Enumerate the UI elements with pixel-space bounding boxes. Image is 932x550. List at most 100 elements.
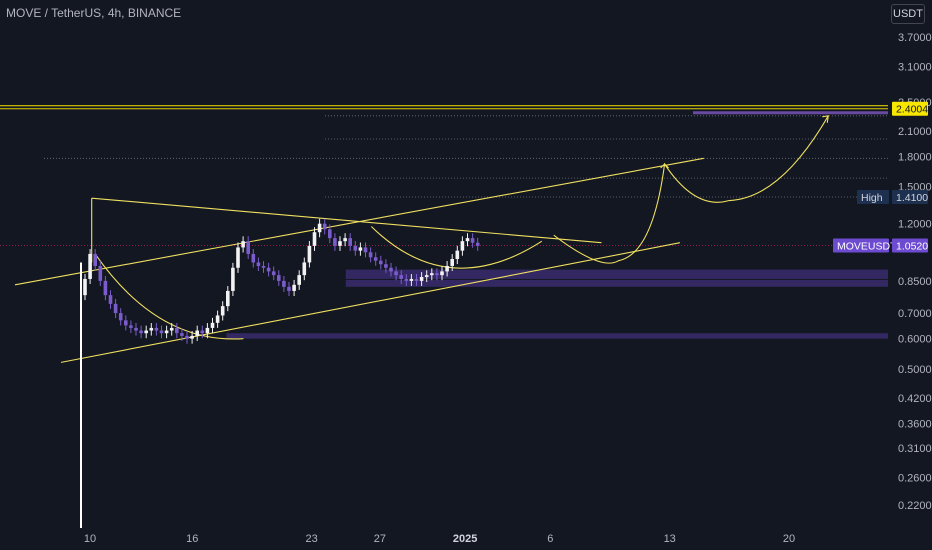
candle-body <box>460 241 465 251</box>
candle-body <box>465 238 470 242</box>
candle-body <box>379 260 383 265</box>
candle-body <box>164 330 169 334</box>
price-axis[interactable]: 3.70003.10002.50002.10001.80001.50001.20… <box>898 32 932 512</box>
candle-body <box>159 330 164 334</box>
price-tag-current: MOVEUSDT 1.0520 <box>833 238 928 253</box>
candle-body <box>93 253 97 266</box>
y-tick-label: 0.8500 <box>898 276 932 288</box>
price-tag-value-bg <box>892 101 928 116</box>
time-axis[interactable]: 10 16 23 27 2025 6 13 20 <box>84 533 795 545</box>
y-tick-label: 0.2200 <box>898 500 932 512</box>
candle-body <box>317 223 322 233</box>
candle-body <box>348 238 352 246</box>
candle-body <box>108 295 113 304</box>
candle-body <box>113 303 118 314</box>
candle-body <box>409 278 414 281</box>
candle-body <box>154 327 159 331</box>
support-zone <box>226 333 888 339</box>
candle-body <box>124 320 128 326</box>
candle-body <box>389 267 393 272</box>
price-tag-label: MOVEUSDT <box>837 241 897 253</box>
candle-body <box>118 313 123 321</box>
x-tick-label: 2025 <box>453 533 477 545</box>
candle-body <box>435 273 439 276</box>
candle-body <box>312 232 317 246</box>
candle-body <box>195 330 199 336</box>
x-tick-label: 27 <box>374 533 386 545</box>
candle-body <box>450 258 454 266</box>
currency-button[interactable]: USDT <box>891 4 925 24</box>
projection-arrowhead <box>822 115 829 123</box>
candle-body <box>353 245 358 251</box>
candle-body <box>384 264 388 268</box>
candle-body <box>292 284 296 291</box>
candle-body <box>333 238 337 246</box>
candle-body <box>185 335 189 339</box>
candle-body <box>271 271 276 276</box>
candle-body <box>455 250 460 259</box>
x-tick-label: 16 <box>186 533 198 545</box>
candle-body <box>144 330 148 334</box>
target-zone <box>693 111 888 115</box>
candle-body <box>205 327 210 334</box>
candle-body <box>445 265 449 272</box>
price-tag-high: High 1.4100 <box>857 189 928 204</box>
y-tick-label: 0.4200 <box>898 393 932 405</box>
candle-body <box>103 280 108 296</box>
x-tick-label: 10 <box>84 533 96 545</box>
y-tick-label: 1.2000 <box>898 219 932 231</box>
wedge-lower-line <box>60 242 681 363</box>
y-tick-label: 3.7000 <box>898 32 932 44</box>
grid-layer <box>0 105 888 339</box>
price-tag-value: 2.4004 <box>896 104 928 116</box>
candle-body <box>200 330 205 334</box>
y-tick-label: 0.6000 <box>898 334 932 346</box>
drawing-layer <box>14 115 829 363</box>
candle-layer <box>80 218 480 528</box>
wedge-upper-line <box>91 197 602 244</box>
candle-body <box>368 252 373 258</box>
candle-body <box>404 278 409 281</box>
candle-body <box>419 277 424 281</box>
y-tick-label: 1.8000 <box>898 151 932 163</box>
price-tag-value-bg <box>892 189 928 204</box>
y-tick-label: 0.5000 <box>898 364 932 376</box>
candle-body <box>328 229 332 239</box>
cup-curve <box>370 226 543 269</box>
candle-body <box>261 265 266 268</box>
candle-body <box>373 257 378 261</box>
y-tick-label: 0.7000 <box>898 308 932 320</box>
candle-body <box>394 271 398 276</box>
candle-body <box>246 241 250 254</box>
candle-body <box>363 247 368 253</box>
cup-curve <box>94 253 244 340</box>
candle-body <box>190 335 194 339</box>
y-tick-label: 0.2600 <box>898 472 932 484</box>
y-tick-label: 2.1000 <box>898 126 932 138</box>
candle-body <box>277 275 281 281</box>
candle-body <box>88 253 92 279</box>
candle-body <box>440 271 444 276</box>
candle-body <box>149 327 154 331</box>
candle-body <box>358 247 363 251</box>
support-zone <box>345 269 888 279</box>
candle-body <box>322 223 327 230</box>
candle-body <box>169 327 174 331</box>
candle-body <box>129 325 133 328</box>
projection-path <box>553 115 829 264</box>
price-tag-value: 1.0520 <box>896 241 928 253</box>
candle-body <box>226 290 230 307</box>
candle-body <box>210 322 215 328</box>
peak-arrowhead <box>660 163 669 169</box>
candle-body <box>251 253 256 263</box>
candle-body <box>424 275 429 278</box>
x-tick-label: 13 <box>664 533 676 545</box>
candle-body <box>220 306 225 316</box>
candle-body <box>256 262 261 266</box>
candle-body <box>241 241 245 248</box>
price-tag-value-bg <box>892 238 928 253</box>
candle-body <box>399 275 403 279</box>
candle-body <box>343 238 347 242</box>
candle-body <box>282 280 286 287</box>
